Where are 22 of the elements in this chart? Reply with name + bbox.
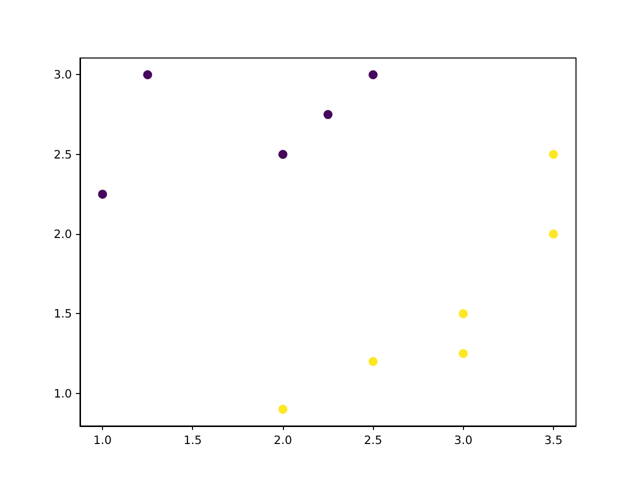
x-tick-label: 2.0 [274,433,292,447]
point [458,309,468,318]
x-tick-label: 1.5 [184,433,202,447]
x-tick-label: 1.0 [93,433,112,447]
y-tick-label: 2.5 [54,147,72,162]
y-tick-label: 3.0 [54,68,72,82]
point [368,70,378,80]
y-tick-label: 2.0 [54,227,72,242]
point [98,190,108,199]
point [278,150,288,159]
point [143,70,152,80]
x-tick-label: 3.0 [454,433,472,447]
point [278,404,288,414]
point [324,110,332,120]
point [368,356,378,366]
point [458,349,468,358]
point [548,150,558,159]
x-tick-label: 3.5 [544,433,563,447]
y-tick-label: 1.0 [54,386,72,400]
point [548,230,558,239]
y-tick-label: 1.5 [54,306,72,321]
x-tick-label: 2.5 [364,433,382,447]
